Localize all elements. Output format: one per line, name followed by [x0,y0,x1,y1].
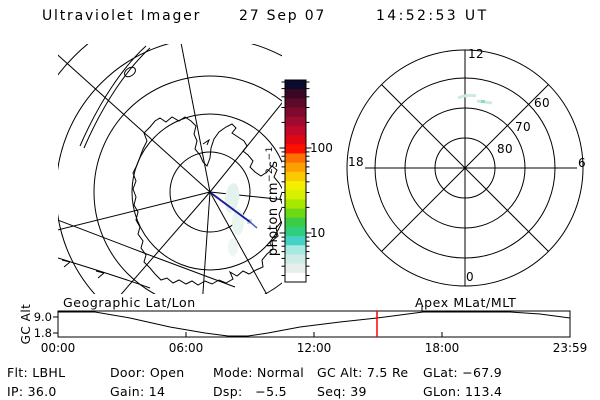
left-map-caption: Geographic Lat/Lon [63,295,196,310]
xtick-2359: 23:59 [552,341,588,355]
status-glon: GLon: 113.4 [423,384,503,399]
status-gc-alt: GC Alt: 7.5 Re [317,365,409,380]
colorbar-tick-100: 100 [310,141,333,155]
colorbar-ticks [281,81,310,276]
app-title: Ultraviolet Imager [42,8,202,24]
ground-track [58,219,236,289]
status-door: Door: Open [110,365,185,380]
date-display: 27 Sep 07 [239,8,327,24]
coastline-mark [202,138,211,146]
timeline-ylabel: GC Alt [19,303,33,345]
track-segment-blue [210,192,258,229]
apex-polar-grid [346,49,584,287]
right-map-caption: Apex MLat/MLT [415,295,517,310]
status-ip: IP: 36.0 [7,384,57,399]
status-seq: Seq: 39 [317,384,367,399]
unit-exp2: −1 [264,146,275,161]
mlat-60-label: 60 [534,96,551,110]
xtick-1200: 12:00 [296,341,332,355]
mlat-70-label: 70 [515,120,532,134]
unit-text2: s [266,160,282,168]
time-axis-ticks [53,306,443,337]
status-dsp: Dsp: −5.5 [213,384,287,399]
orbit-timeline [53,306,571,338]
colorbar-bands [285,80,306,283]
status-gain: Gain: 14 [110,384,166,399]
status-mode: Mode: Normal [213,365,305,380]
status-glat: GLat: −67.9 [423,365,503,380]
mlat-80-label: 80 [497,142,514,156]
meridian-lines [58,44,282,294]
unit-exp1: −2 [264,167,275,182]
australia-coastline [79,45,151,149]
colorbar-tick-10: 10 [310,226,326,240]
mlt-12-label: 12 [468,47,485,61]
mlt-18-label: 18 [348,155,365,169]
ytick-1-8: 1.8 [33,326,52,340]
time-display: 14:52:53 UT [376,8,489,24]
ytick-9: 9.0 [33,310,52,324]
status-flt: Flt: LBHL [7,365,66,380]
colorbar-unit-label: photon cm−2s−1 [265,126,281,276]
mlt-6-label: 6 [578,156,587,170]
xtick-0000: 00:00 [40,341,76,355]
xtick-0600: 06:00 [168,341,204,355]
latitude-circles [58,44,282,294]
geographic-map [58,44,282,294]
colorbar [279,79,312,283]
unit-text: photon cm [266,181,282,257]
xtick-1800: 18:00 [424,341,460,355]
aurora-smudge [457,93,493,105]
mlt-0-label: 0 [466,270,475,284]
altitude-curve [58,311,571,337]
antarctica-coastline [132,116,282,286]
